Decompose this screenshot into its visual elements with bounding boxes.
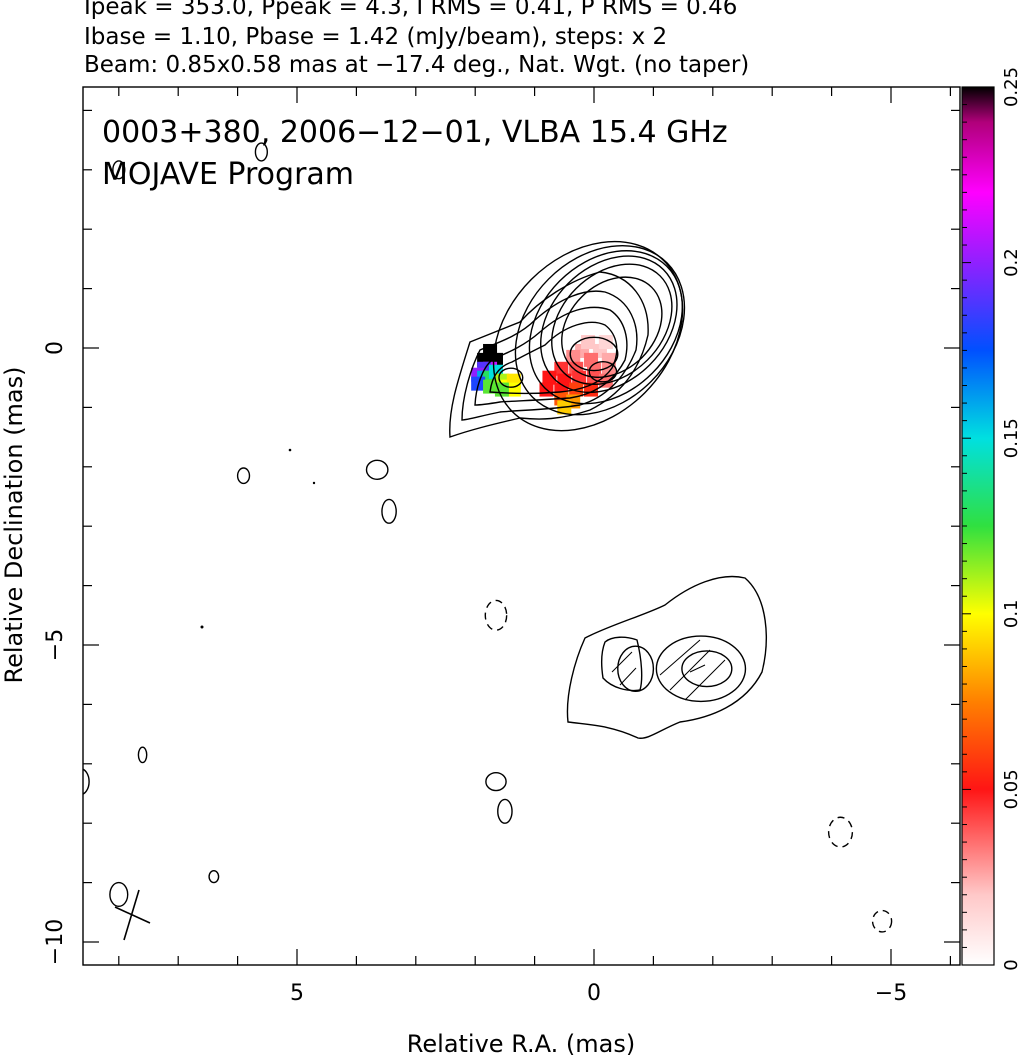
noise-contour bbox=[497, 798, 513, 824]
noise-contour bbox=[83, 768, 90, 795]
core-contour bbox=[551, 263, 673, 386]
plot-title-source: 0003+380, 2006−12−01, VLBA 15.4 GHz bbox=[102, 115, 728, 150]
core-contour bbox=[569, 336, 619, 372]
jet-contour bbox=[655, 635, 747, 703]
noise-contour bbox=[109, 881, 129, 908]
negative-contour bbox=[871, 909, 893, 933]
polarization-pixel bbox=[483, 379, 498, 394]
x-axis-label: Relative R.A. (mas) bbox=[407, 1030, 635, 1058]
noise-contour bbox=[365, 459, 389, 480]
y-axis-label: Relative Declination (mas) bbox=[0, 366, 28, 683]
noise-contour bbox=[236, 467, 251, 485]
header-beam-info: Beam: 0.85x0.58 mas at −17.4 deg., Nat. … bbox=[84, 52, 750, 78]
core-outer-contour bbox=[449, 271, 649, 438]
colorbar-tick-label: 0.05 bbox=[1001, 769, 1022, 809]
noise-contour bbox=[69, 861, 79, 880]
x-tick-label: −5 bbox=[875, 981, 907, 1006]
plot-title-program: MOJAVE Program bbox=[102, 157, 354, 192]
jet-inner-contour-left bbox=[600, 636, 643, 692]
core-contour bbox=[498, 367, 524, 388]
polarization-pixel bbox=[542, 370, 557, 385]
core-contour bbox=[588, 360, 618, 383]
header-base-steps: Ibase = 1.10, Pbase = 1.42 (mJy/beam), s… bbox=[84, 24, 668, 50]
core-contour bbox=[540, 255, 678, 394]
core-contour-3 bbox=[474, 306, 628, 406]
jet-contour bbox=[617, 645, 655, 693]
x-tick-label: 0 bbox=[587, 981, 601, 1006]
noise-contour bbox=[137, 746, 148, 764]
colorbar-tick-label: 0.1 bbox=[1001, 599, 1022, 628]
core-contour-4 bbox=[489, 321, 618, 395]
colorbar-tick-label: 0.25 bbox=[1001, 67, 1022, 107]
noise-dot bbox=[288, 448, 292, 452]
jet-contour bbox=[681, 650, 733, 688]
jet-hatching bbox=[611, 639, 726, 701]
colorbar bbox=[961, 86, 995, 966]
colorbar-tick-label: 0.2 bbox=[1001, 248, 1022, 277]
negative-contour bbox=[827, 816, 854, 848]
noise-dot bbox=[200, 625, 204, 629]
colorbar-tick-label: 0.15 bbox=[1001, 418, 1022, 458]
negative-contour bbox=[484, 599, 508, 631]
header-peak-rms: Ipeak = 353.0, Ppeak = 4.3, I RMS = 0.41… bbox=[84, 0, 738, 20]
noise-contour bbox=[208, 870, 220, 884]
core-contour-2 bbox=[461, 290, 638, 421]
core-contour bbox=[528, 250, 684, 405]
core-contour bbox=[561, 276, 663, 378]
noise-contour bbox=[112, 160, 126, 180]
noise-contour bbox=[485, 772, 507, 792]
noise-contour bbox=[381, 498, 397, 524]
x-tick-label: 5 bbox=[290, 981, 304, 1006]
y-tick-label: −5 bbox=[43, 629, 68, 661]
y-tick-label: 0 bbox=[43, 341, 68, 355]
core-contour bbox=[514, 244, 686, 416]
colorbar-tick-label: 0 bbox=[1001, 959, 1022, 970]
noise-dot bbox=[312, 481, 316, 485]
beam-cross bbox=[114, 889, 151, 941]
jet-outer-contour bbox=[566, 575, 767, 739]
noise-contour bbox=[254, 142, 268, 162]
y-tick-label: −10 bbox=[43, 919, 68, 965]
